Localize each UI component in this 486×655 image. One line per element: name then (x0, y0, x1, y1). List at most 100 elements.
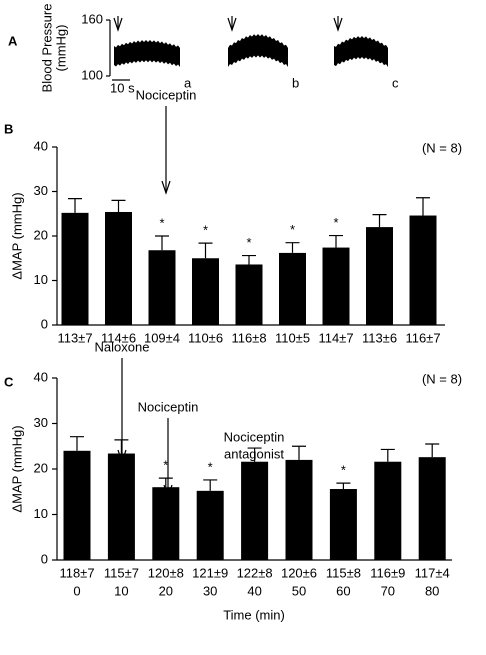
bar (152, 487, 180, 560)
y-tick-label: 160 (81, 11, 103, 26)
y-tick-label: 20 (34, 227, 48, 242)
y-tick-label: 100 (81, 67, 103, 82)
x-tick-label: 80 (425, 583, 439, 598)
x-tick-label: 118±7 (59, 565, 94, 580)
significance-star: * (208, 459, 213, 474)
arrow-head (333, 17, 343, 32)
error-bar (203, 479, 218, 491)
x-tick-label: 117±4 (415, 565, 450, 580)
x-axis-label: Time (min) (223, 607, 285, 622)
error-bar (329, 234, 343, 248)
bar (329, 489, 357, 560)
error-bar (292, 445, 306, 460)
error-bar (158, 477, 173, 488)
arrow-head (161, 180, 171, 195)
y-tick-label: 40 (34, 138, 48, 153)
annotation: antagonist (224, 446, 284, 461)
x-tick-label: 60 (336, 583, 350, 598)
error-bar (155, 235, 169, 251)
significance-star: * (203, 223, 208, 238)
x-tick-label: 50 (292, 583, 306, 598)
y-tick-label: 30 (34, 183, 48, 198)
bar (366, 227, 393, 325)
bar-label: b (245, 294, 252, 309)
bar (63, 450, 91, 560)
x-tick-label: 116±8 (231, 330, 266, 345)
y-tick-label: 10 (34, 272, 48, 287)
error-bar (68, 198, 82, 213)
y-axis-label: ΔMAP (mmHg) (9, 192, 24, 279)
error-bar (114, 439, 129, 454)
x-tick-label: 121±9 (192, 565, 228, 580)
x-tick-label: 120±8 (148, 565, 184, 580)
x-tick-label: 116±7 (405, 330, 440, 345)
bar (148, 250, 176, 325)
significance-star: * (333, 215, 338, 230)
arrow-head (163, 484, 173, 499)
x-tick-label: 70 (381, 583, 395, 598)
bp-trace (114, 40, 180, 67)
x-tick-label: 122±8 (237, 565, 273, 580)
error-bar (372, 214, 387, 228)
x-tick-label: 115±7 (104, 565, 139, 580)
annotation: Naloxone (95, 339, 150, 354)
annotation: Nociceptin (138, 399, 199, 414)
bar (235, 264, 263, 325)
x-tick-label: 116±9 (370, 565, 405, 580)
note: (N = 8) (422, 371, 462, 386)
error-bar (242, 254, 256, 265)
arrow-head (117, 449, 127, 464)
scale-bar-label: 10 s (110, 80, 135, 95)
significance-star: * (163, 458, 168, 473)
error-bar (247, 447, 262, 462)
y-tick-label: 20 (34, 460, 48, 475)
significance-star: * (159, 215, 164, 230)
error-bar (336, 482, 351, 490)
y-tick-label: 0 (41, 551, 48, 566)
arrow-head (113, 17, 123, 32)
significance-star: * (290, 222, 295, 237)
bar (322, 247, 350, 325)
bar (285, 459, 313, 560)
bar (409, 215, 437, 325)
bar (279, 252, 306, 325)
y-axis-label: Blood Pressure (39, 4, 54, 93)
annotation: Nociceptin (224, 429, 285, 444)
x-tick-label: 109±4 (144, 330, 180, 345)
y-tick-label: 10 (34, 506, 48, 521)
trace-label: c (392, 75, 399, 90)
bar (107, 453, 135, 560)
error-bar (198, 242, 213, 259)
y-axis-label: ΔMAP (mmHg) (9, 425, 24, 512)
bar (192, 258, 219, 325)
significance-star: * (341, 463, 346, 478)
error-bar (111, 199, 126, 212)
x-tick-label: 120±6 (281, 565, 317, 580)
y-tick-label: 40 (34, 369, 48, 384)
trace-label: a (184, 75, 192, 90)
x-tick-label: 0 (73, 583, 80, 598)
panel-label: A (8, 33, 18, 48)
x-tick-label: 20 (159, 583, 173, 598)
x-tick-label: 110±5 (275, 330, 310, 345)
bar (196, 490, 224, 560)
annotation: Nociceptin (136, 87, 197, 102)
note: (N = 8) (422, 140, 462, 155)
bp-trace (228, 34, 288, 67)
bar-label: c (376, 294, 383, 309)
y-tick-label: 30 (34, 415, 48, 430)
panel-label: C (4, 374, 14, 389)
x-tick-label: 114±6 (101, 330, 136, 345)
arrow-head (227, 17, 237, 32)
panel-label: B (4, 121, 13, 136)
error-bar (425, 443, 440, 458)
error-bar (416, 197, 430, 216)
bar-label: a (71, 294, 79, 309)
y-axis-label: (mmHg) (53, 25, 68, 72)
bar (61, 212, 89, 325)
x-tick-label: 114±7 (318, 330, 353, 345)
x-tick-label: 113±7 (57, 330, 92, 345)
x-tick-label: 10 (114, 583, 128, 598)
error-bar (380, 448, 395, 462)
